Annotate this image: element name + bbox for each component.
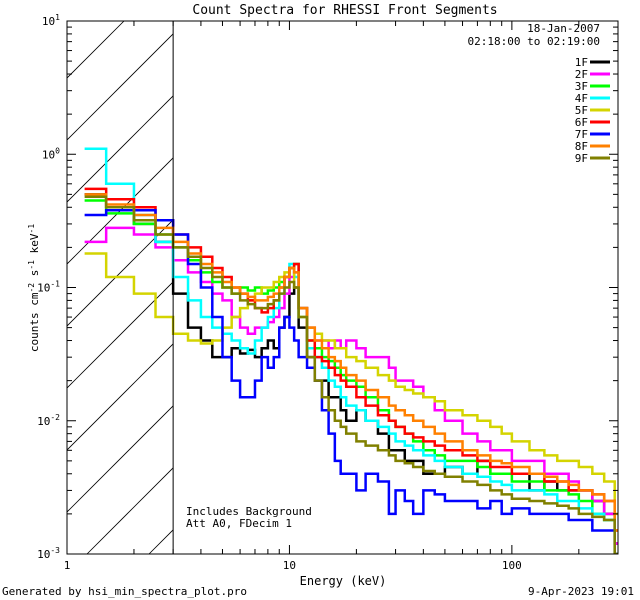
series-9F bbox=[84, 195, 618, 554]
hatch-line bbox=[67, 21, 125, 79]
legend-label-3F: 3F bbox=[575, 80, 588, 93]
footer-left: Generated by hsi_min_spectra_plot.pro bbox=[2, 585, 247, 598]
axis-ticks: 1 10 100 101 100 10-1 10-2 10-3 bbox=[37, 13, 619, 572]
series-4F bbox=[84, 147, 618, 554]
series-7F bbox=[84, 208, 618, 554]
y-tick-label: 10-3 bbox=[37, 546, 60, 561]
hatch-line bbox=[67, 343, 174, 451]
series-6F bbox=[84, 187, 618, 532]
legend-label-1F: 1F bbox=[575, 56, 588, 69]
legend-label-2F: 2F bbox=[575, 68, 588, 81]
legend-label-8F: 8F bbox=[575, 140, 588, 153]
x-tick-label: 10 bbox=[283, 559, 296, 572]
hatch-line bbox=[67, 405, 174, 513]
time-range-label: 02:18:00 to 02:19:00 bbox=[468, 35, 600, 48]
y-tick-label: 10-2 bbox=[37, 413, 60, 428]
y-axis-label: counts cm-2 s-1 keV-1 bbox=[27, 224, 41, 352]
legend-label-4F: 4F bbox=[575, 92, 588, 105]
y-tick-label: 10-1 bbox=[37, 280, 60, 295]
hatch-line bbox=[67, 219, 174, 327]
hatch-line bbox=[0, 0, 167, 554]
legend-label-9F: 9F bbox=[575, 152, 588, 165]
footer-right: 9-Apr-2023 19:01 bbox=[528, 585, 634, 598]
hatch-line bbox=[67, 95, 174, 203]
y-tick-label: 101 bbox=[42, 13, 60, 28]
hatch-line bbox=[335, 0, 640, 554]
hatch-line bbox=[67, 157, 174, 265]
x-tick-label: 100 bbox=[502, 559, 522, 572]
chart-title: Count Spectra for RHESSI Front Segments bbox=[192, 3, 497, 18]
y-tick-label: 100 bbox=[42, 146, 60, 161]
date-label: 18-Jan-2007 bbox=[527, 22, 600, 35]
hatch-line bbox=[86, 467, 174, 554]
legend-label-6F: 6F bbox=[575, 116, 588, 129]
x-tick-label: 1 bbox=[64, 559, 71, 572]
series-5F bbox=[84, 252, 618, 516]
legend-label-7F: 7F bbox=[575, 128, 588, 141]
legend-label-5F: 5F bbox=[575, 104, 588, 117]
x-axis-label: Energy (keV) bbox=[300, 574, 387, 588]
series-layer bbox=[84, 147, 618, 554]
annotation-line-2: Att A0, FDecim 1 bbox=[186, 517, 292, 530]
annotation-line-1: Includes Background bbox=[186, 505, 312, 518]
series-8F bbox=[84, 193, 618, 532]
